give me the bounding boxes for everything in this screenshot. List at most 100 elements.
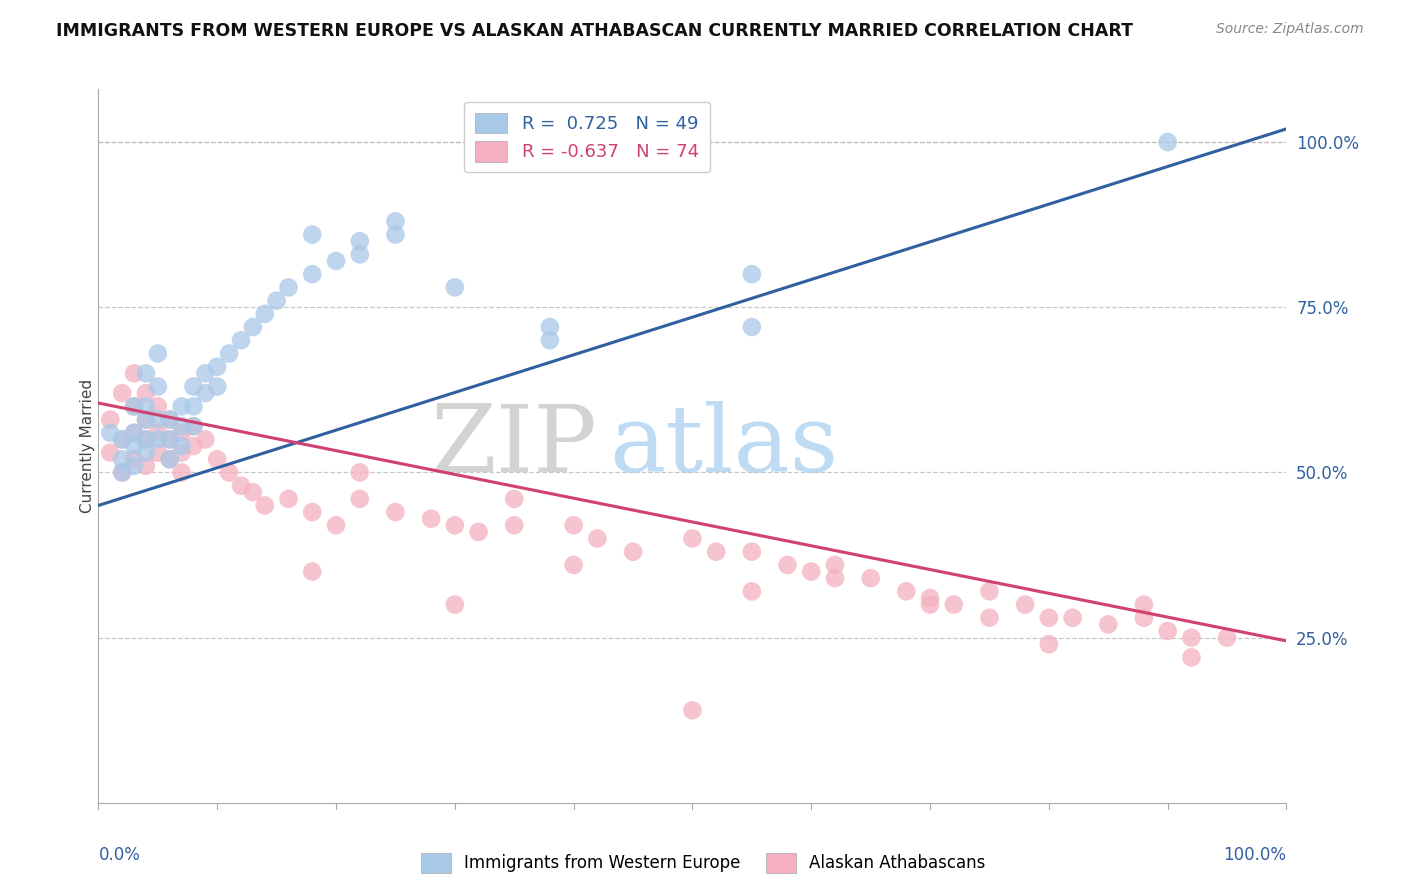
Point: [1133, 598, 1156, 612]
Point: [170, 419, 193, 434]
Point: [98, 425, 121, 440]
Point: [135, 367, 157, 381]
Point: [741, 584, 763, 599]
Point: [859, 571, 882, 585]
Point: [896, 584, 918, 599]
Point: [824, 571, 846, 585]
Point: [111, 452, 134, 467]
Legend: R =  0.725   N = 49, R = -0.637   N = 74: R = 0.725 N = 49, R = -0.637 N = 74: [464, 102, 710, 172]
Point: [135, 458, 157, 473]
Point: [1156, 624, 1178, 638]
Legend: Immigrants from Western Europe, Alaskan Athabascans: Immigrants from Western Europe, Alaskan …: [415, 847, 991, 880]
Point: [444, 518, 467, 533]
Point: [1038, 611, 1060, 625]
Point: [111, 433, 134, 447]
Text: ZIP: ZIP: [430, 401, 598, 491]
Point: [135, 433, 157, 447]
Point: [301, 505, 323, 519]
Point: [146, 433, 169, 447]
Point: [183, 400, 205, 414]
Point: [301, 227, 323, 242]
Point: [704, 545, 727, 559]
Point: [682, 532, 704, 546]
Point: [135, 412, 157, 426]
Point: [538, 333, 561, 347]
Point: [170, 400, 193, 414]
Point: [1014, 598, 1036, 612]
Point: [277, 491, 299, 506]
Point: [159, 433, 181, 447]
Point: [170, 425, 193, 440]
Text: 0.0%: 0.0%: [98, 846, 141, 863]
Point: [122, 425, 145, 440]
Point: [159, 452, 181, 467]
Point: [301, 565, 323, 579]
Point: [682, 703, 704, 717]
Text: atlas: atlas: [609, 401, 838, 491]
Point: [183, 379, 205, 393]
Point: [741, 267, 763, 281]
Point: [1156, 135, 1178, 149]
Point: [920, 591, 942, 605]
Point: [586, 532, 609, 546]
Point: [159, 412, 181, 426]
Point: [122, 439, 145, 453]
Point: [1216, 631, 1239, 645]
Point: [207, 452, 229, 467]
Point: [503, 491, 526, 506]
Point: [384, 505, 406, 519]
Point: [444, 598, 467, 612]
Point: [301, 267, 323, 281]
Point: [266, 293, 288, 308]
Point: [776, 558, 799, 572]
Point: [146, 412, 169, 426]
Point: [325, 518, 347, 533]
Point: [135, 445, 157, 459]
Point: [111, 433, 134, 447]
Point: [1097, 617, 1119, 632]
Point: [122, 400, 145, 414]
Point: [979, 611, 1001, 625]
Point: [122, 367, 145, 381]
Point: [1180, 631, 1202, 645]
Point: [170, 439, 193, 453]
Point: [122, 458, 145, 473]
Point: [146, 379, 169, 393]
Point: [920, 598, 942, 612]
Point: [942, 598, 965, 612]
Point: [384, 227, 406, 242]
Point: [242, 485, 264, 500]
Point: [146, 445, 169, 459]
Point: [979, 584, 1001, 599]
Point: [135, 400, 157, 414]
Point: [1180, 650, 1202, 665]
Text: Source: ZipAtlas.com: Source: ZipAtlas.com: [1216, 22, 1364, 37]
Point: [194, 367, 217, 381]
Point: [183, 439, 205, 453]
Point: [170, 466, 193, 480]
Point: [183, 419, 205, 434]
Point: [135, 412, 157, 426]
Point: [194, 386, 217, 401]
Point: [1038, 637, 1060, 651]
Point: [146, 346, 169, 360]
Point: [194, 433, 217, 447]
Point: [325, 254, 347, 268]
Point: [467, 524, 489, 539]
Point: [253, 307, 276, 321]
Point: [122, 452, 145, 467]
Point: [349, 491, 371, 506]
Point: [1133, 611, 1156, 625]
Point: [420, 511, 443, 525]
Point: [135, 386, 157, 401]
Point: [159, 433, 181, 447]
Point: [111, 466, 134, 480]
Point: [741, 545, 763, 559]
Point: [349, 466, 371, 480]
Point: [146, 425, 169, 440]
Text: IMMIGRANTS FROM WESTERN EUROPE VS ALASKAN ATHABASCAN CURRENTLY MARRIED CORRELATI: IMMIGRANTS FROM WESTERN EUROPE VS ALASKA…: [56, 22, 1133, 40]
Point: [538, 320, 561, 334]
Point: [1062, 611, 1084, 625]
Point: [621, 545, 644, 559]
Point: [444, 280, 467, 294]
